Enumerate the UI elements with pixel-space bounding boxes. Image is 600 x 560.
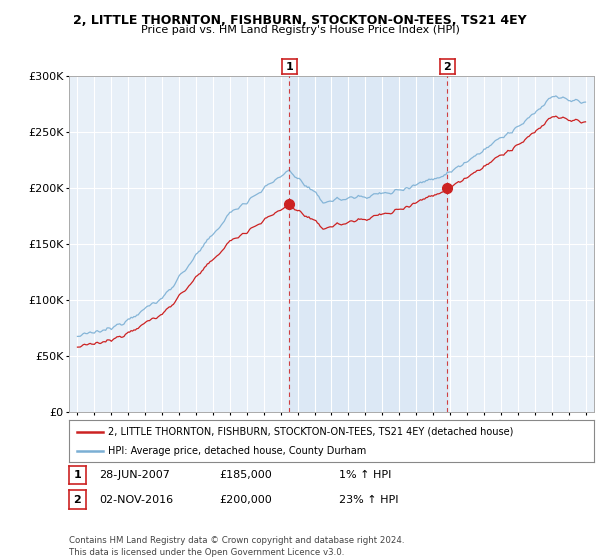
- Text: 28-JUN-2007: 28-JUN-2007: [99, 470, 170, 480]
- Text: HPI: Average price, detached house, County Durham: HPI: Average price, detached house, Coun…: [109, 446, 367, 456]
- Text: 1: 1: [285, 62, 293, 72]
- Bar: [289, 76, 447, 412]
- Text: £200,000: £200,000: [219, 494, 272, 505]
- Text: 2, LITTLE THORNTON, FISHBURN, STOCKTON-ON-TEES, TS21 4EY: 2, LITTLE THORNTON, FISHBURN, STOCKTON-O…: [73, 14, 527, 27]
- Text: £185,000: £185,000: [219, 470, 272, 480]
- Text: 02-NOV-2016: 02-NOV-2016: [99, 494, 173, 505]
- Text: 23% ↑ HPI: 23% ↑ HPI: [339, 494, 398, 505]
- Text: Contains HM Land Registry data © Crown copyright and database right 2024.
This d: Contains HM Land Registry data © Crown c…: [69, 536, 404, 557]
- Text: 1: 1: [74, 470, 81, 480]
- Text: Price paid vs. HM Land Registry's House Price Index (HPI): Price paid vs. HM Land Registry's House …: [140, 25, 460, 35]
- Text: 2, LITTLE THORNTON, FISHBURN, STOCKTON-ON-TEES, TS21 4EY (detached house): 2, LITTLE THORNTON, FISHBURN, STOCKTON-O…: [109, 427, 514, 437]
- Text: 1% ↑ HPI: 1% ↑ HPI: [339, 470, 391, 480]
- Text: 2: 2: [443, 62, 451, 72]
- Text: 2: 2: [74, 494, 81, 505]
